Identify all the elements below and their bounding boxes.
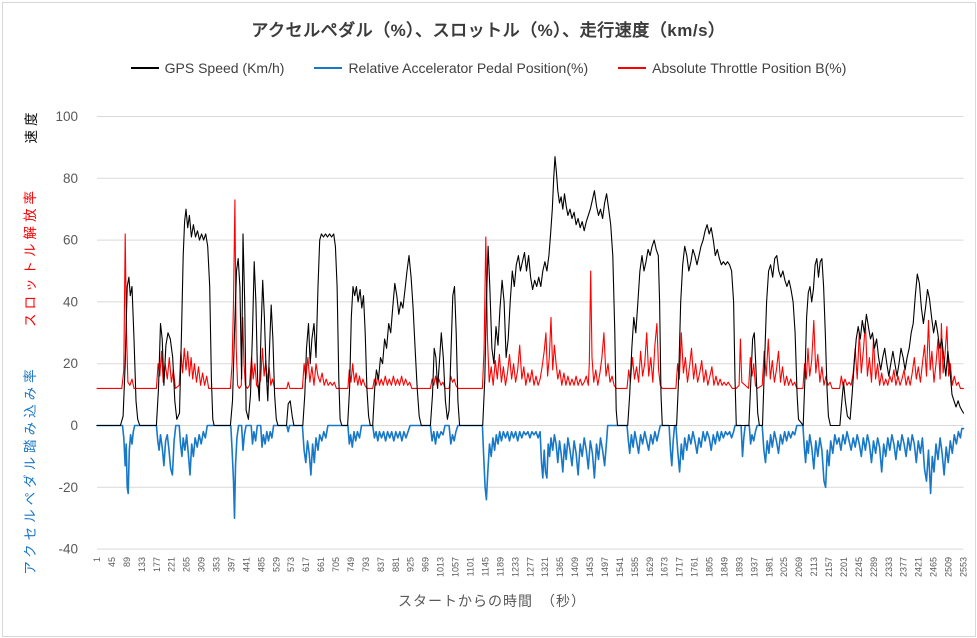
x-tick-label: 1849 bbox=[719, 557, 729, 577]
x-tick-label: 2465 bbox=[929, 557, 939, 577]
x-tick-label: 1409 bbox=[570, 557, 580, 577]
legend-item-accelerator-pedal[interactable]: Relative Accelerator Pedal Position(%) bbox=[314, 60, 588, 76]
x-tick-label: 1805 bbox=[705, 557, 715, 577]
x-tick-label: 1497 bbox=[600, 557, 610, 577]
y-tick-label: 60 bbox=[63, 233, 78, 248]
y-axis-title-pedal: アクセルペダル踏み込み率 bbox=[23, 365, 38, 575]
x-tick-label: 2113 bbox=[809, 557, 819, 576]
legend-item-throttle-position[interactable]: Absolute Throttle Position B(%) bbox=[618, 60, 846, 76]
x-tick-label: 1101 bbox=[465, 557, 475, 576]
x-tick-label: 89 bbox=[122, 557, 132, 567]
x-tick-label: 837 bbox=[376, 557, 386, 572]
x-tick-label: 1013 bbox=[436, 557, 446, 577]
x-tick-label: 2553 bbox=[959, 557, 969, 577]
x-tick-label: 177 bbox=[152, 557, 162, 572]
x-tick-label: 793 bbox=[361, 557, 371, 572]
x-tick-label: 1321 bbox=[540, 557, 550, 577]
x-tick-label: 1673 bbox=[660, 557, 670, 577]
x-tick-label: 1 bbox=[92, 557, 102, 562]
y-tick-label: -40 bbox=[58, 542, 78, 557]
legend-label: GPS Speed (Km/h) bbox=[164, 60, 285, 76]
x-tick-label: 2333 bbox=[884, 557, 894, 577]
y-tick-label: -20 bbox=[58, 480, 78, 495]
x-tick-label: 529 bbox=[271, 557, 281, 572]
legend-item-gps-speed[interactable]: GPS Speed (Km/h) bbox=[130, 60, 285, 76]
y-tick-label: 0 bbox=[70, 418, 78, 433]
x-tick-label: 2377 bbox=[899, 557, 909, 577]
line-swatch-icon bbox=[314, 67, 343, 69]
x-tick-label: 573 bbox=[286, 557, 296, 572]
x-tick-label: 969 bbox=[421, 557, 431, 572]
line-swatch-icon bbox=[130, 67, 159, 69]
x-tick-label: 2157 bbox=[824, 557, 834, 577]
x-axis-title: スタートからの時間 （秒） bbox=[398, 593, 586, 609]
x-tick-label: 441 bbox=[241, 557, 251, 572]
x-tick-label: 309 bbox=[197, 557, 207, 572]
x-tick-label: 925 bbox=[406, 557, 416, 572]
x-tick-label: 397 bbox=[226, 557, 236, 572]
x-tick-label: 1629 bbox=[645, 557, 655, 577]
x-tick-label: 1541 bbox=[615, 557, 625, 577]
x-tick-label: 749 bbox=[346, 557, 356, 572]
y-tick-label: 20 bbox=[63, 356, 78, 371]
y-tick-label: 40 bbox=[63, 294, 78, 309]
legend-label: Absolute Throttle Position B(%) bbox=[652, 60, 847, 76]
x-tick-label: 2025 bbox=[779, 557, 789, 577]
x-tick-label: 2509 bbox=[944, 557, 954, 577]
x-tick-label: 221 bbox=[167, 557, 177, 572]
x-tick-label: 1233 bbox=[510, 557, 520, 577]
x-tick-label: 1365 bbox=[555, 557, 565, 577]
x-tick-label: 1585 bbox=[630, 557, 640, 577]
x-tick-label: 45 bbox=[107, 557, 117, 567]
x-tick-label: 2245 bbox=[854, 557, 864, 577]
line-swatch-icon bbox=[618, 67, 647, 69]
y-tick-label: 80 bbox=[63, 171, 78, 186]
x-tick-label: 661 bbox=[316, 557, 326, 572]
x-tick-label: 265 bbox=[182, 557, 192, 572]
x-tick-label: 485 bbox=[256, 557, 266, 572]
x-tick-label: 2421 bbox=[914, 557, 924, 577]
x-tick-label: 1057 bbox=[451, 557, 461, 577]
x-tick-label: 881 bbox=[391, 557, 401, 572]
x-tick-label: 1189 bbox=[495, 557, 505, 576]
x-tick-label: 133 bbox=[137, 557, 147, 572]
x-tick-label: 1981 bbox=[764, 557, 774, 577]
x-tick-label: 353 bbox=[212, 557, 222, 572]
x-tick-label: 1145 bbox=[480, 557, 490, 576]
x-tick-label: 1277 bbox=[525, 557, 535, 577]
x-tick-label: 1893 bbox=[734, 557, 744, 577]
x-tick-label: 1717 bbox=[675, 557, 685, 577]
series-gps-speed-km-h- bbox=[96, 156, 965, 427]
series-absolute-throttle-position-b- bbox=[96, 199, 965, 389]
x-tick-label: 2201 bbox=[839, 557, 849, 577]
x-tick-label: 1453 bbox=[585, 557, 595, 577]
x-tick-label: 705 bbox=[331, 557, 341, 572]
y-tick-label: 100 bbox=[55, 109, 78, 124]
chart-title: アクセルペダル（%）、スロットル（%）、走行速度（km/s） bbox=[251, 21, 726, 40]
x-tick-label: 617 bbox=[301, 557, 311, 572]
legend: GPS Speed (Km/h) Relative Accelerator Pe… bbox=[0, 60, 977, 76]
x-tick-label: 1937 bbox=[749, 557, 759, 577]
legend-label: Relative Accelerator Pedal Position(%) bbox=[348, 60, 589, 76]
series-relative-accelerator-pedal-position- bbox=[96, 424, 965, 519]
x-tick-label: 2069 bbox=[794, 557, 804, 577]
x-tick-label: 2289 bbox=[869, 557, 879, 577]
x-tick-label: 1761 bbox=[690, 557, 700, 577]
